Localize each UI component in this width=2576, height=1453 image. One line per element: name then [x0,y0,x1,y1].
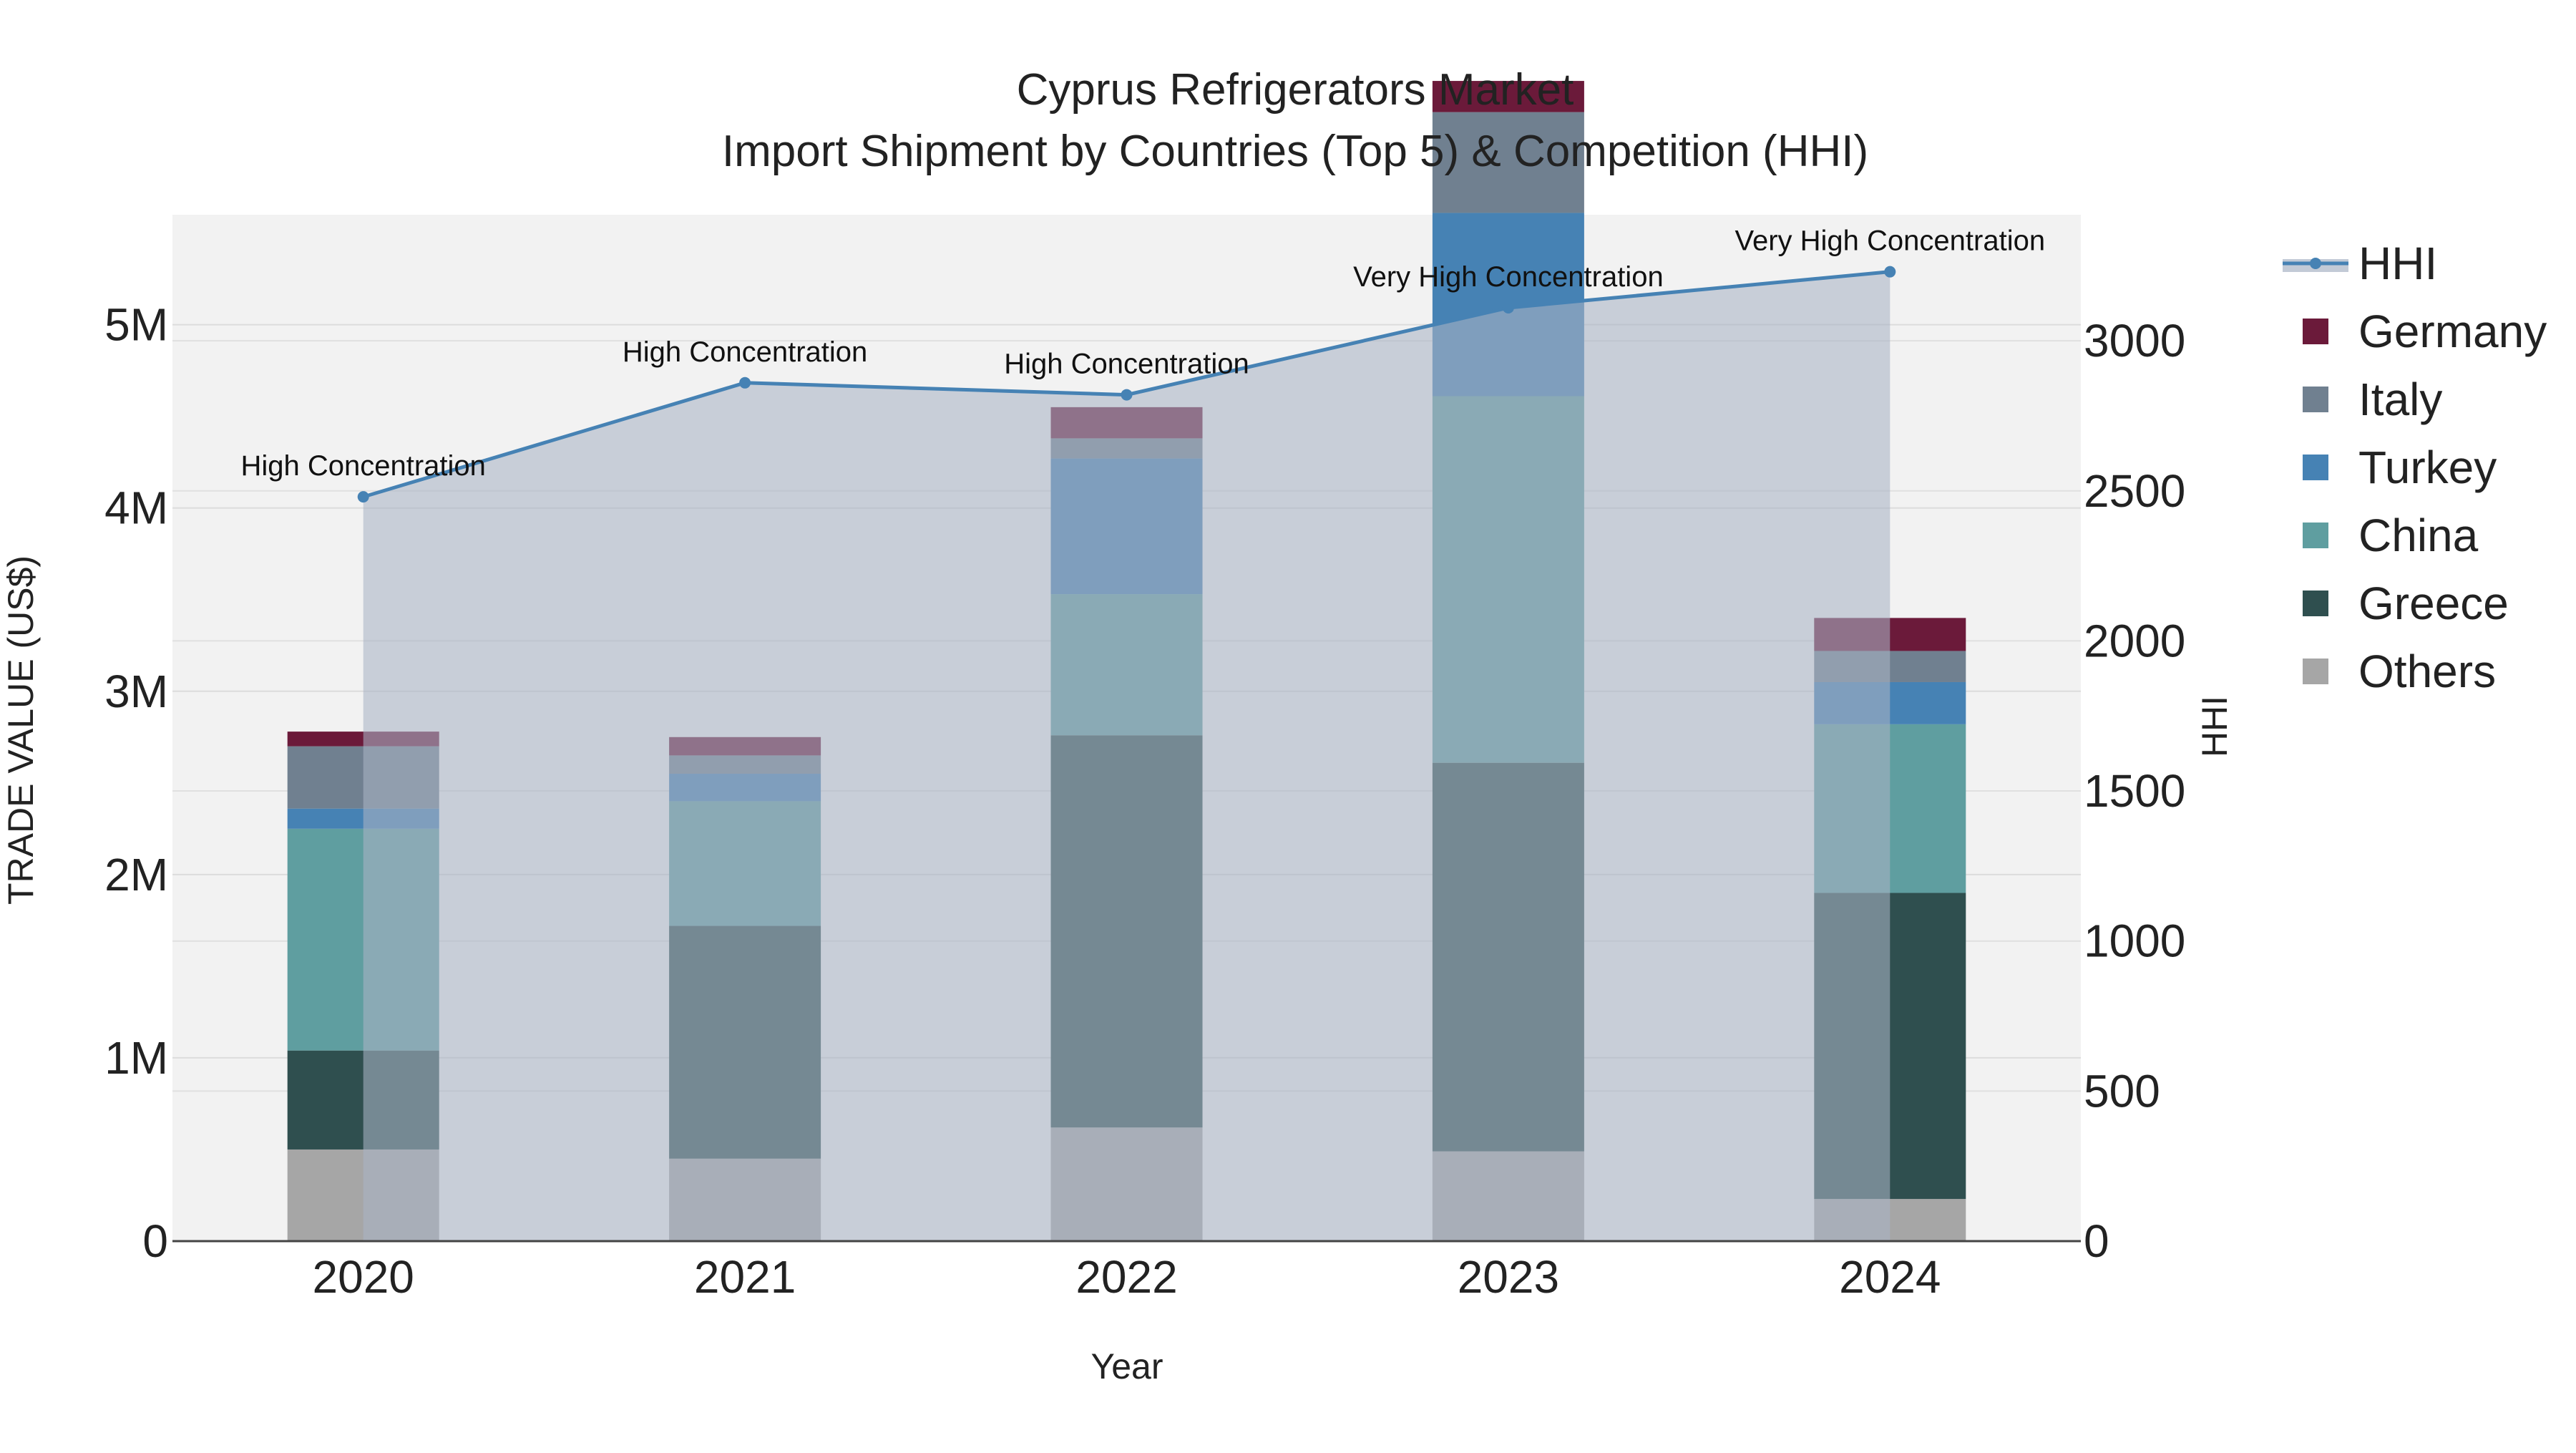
y2-axis-ticks: 0 500 1000 1500 2000 2500 3000 [2084,315,2185,1267]
legend-label-turkey: Turkey [2358,442,2497,493]
y-tick-label: 4M [104,482,168,534]
y-axis-title: TRADE VALUE (US$) [1,555,41,905]
hhi-annotation: Very High Concentration [1353,261,1664,293]
hhi-point [739,376,751,389]
hhi-point [1121,389,1133,401]
bar-segment-germany [1432,81,1584,112]
bar-segment-italy [1432,112,1584,213]
y2-tick-label: 2500 [2084,465,2185,517]
x-tick-label: 2024 [1839,1251,1941,1303]
x-tick-label: 2021 [694,1251,796,1303]
chart-subtitle: Import Shipment by Countries (Top 5) & C… [722,127,1868,176]
legend-swatch-hhi-marker [2310,258,2321,269]
x-tick-label: 2020 [313,1251,414,1303]
y2-tick-label: 500 [2084,1065,2160,1117]
x-axis-title: Year [1091,1346,1163,1386]
legend-label-germany: Germany [2358,306,2547,357]
y-tick-label: 0 [142,1215,168,1267]
y2-tick-label: 1500 [2084,765,2185,817]
y-tick-label: 5M [104,299,168,351]
legend-swatch-greece [2303,591,2328,616]
hhi-area-layer [363,271,1890,1242]
legend-swatch-china [2303,523,2328,548]
legend-label-greece: Greece [2358,578,2509,629]
hhi-line-layer: High Concentration High Concentration High… [240,225,2046,503]
y-axis-ticks: 0 1M 2M 3M 4M 5M [104,299,168,1267]
legend-swatch-germany [2303,319,2328,344]
hhi-annotation: Very High Concentration [1735,225,2046,257]
hhi-annotation: High Concentration [623,336,867,368]
x-tick-label: 2022 [1075,1251,1177,1303]
y-tick-label: 1M [104,1032,168,1084]
x-axis-ticks: 2020 2021 2022 2023 2024 [313,1251,1941,1303]
y-tick-label: 2M [104,849,168,900]
legend-swatch-italy [2303,387,2328,412]
y2-tick-label: 3000 [2084,315,2185,366]
hhi-point [1502,301,1514,314]
chart-title: Cyprus Refrigerators Market [1017,65,1574,115]
y2-axis-title: HHI [2195,696,2235,757]
hhi-point [1884,266,1896,278]
x-tick-label: 2023 [1458,1251,1559,1303]
y2-tick-label: 0 [2084,1215,2109,1267]
legend-swatch-others [2303,659,2328,684]
hhi-point [357,491,369,503]
legend-label-hhi: HHI [2358,238,2437,289]
legend: HHI Germany Italy Turkey China Greece Others [2283,238,2547,697]
hhi-annotation: High Concentration [240,450,485,482]
y2-tick-label: 1000 [2084,915,2185,967]
legend-label-china: China [2358,510,2479,561]
legend-swatch-turkey [2303,455,2328,480]
hhi-area [363,271,1890,1242]
legend-label-italy: Italy [2358,374,2442,425]
hhi-annotation: High Concentration [1004,349,1249,380]
legend-label-others: Others [2358,646,2496,697]
y2-tick-label: 2000 [2084,615,2185,666]
y-tick-label: 3M [104,666,168,717]
